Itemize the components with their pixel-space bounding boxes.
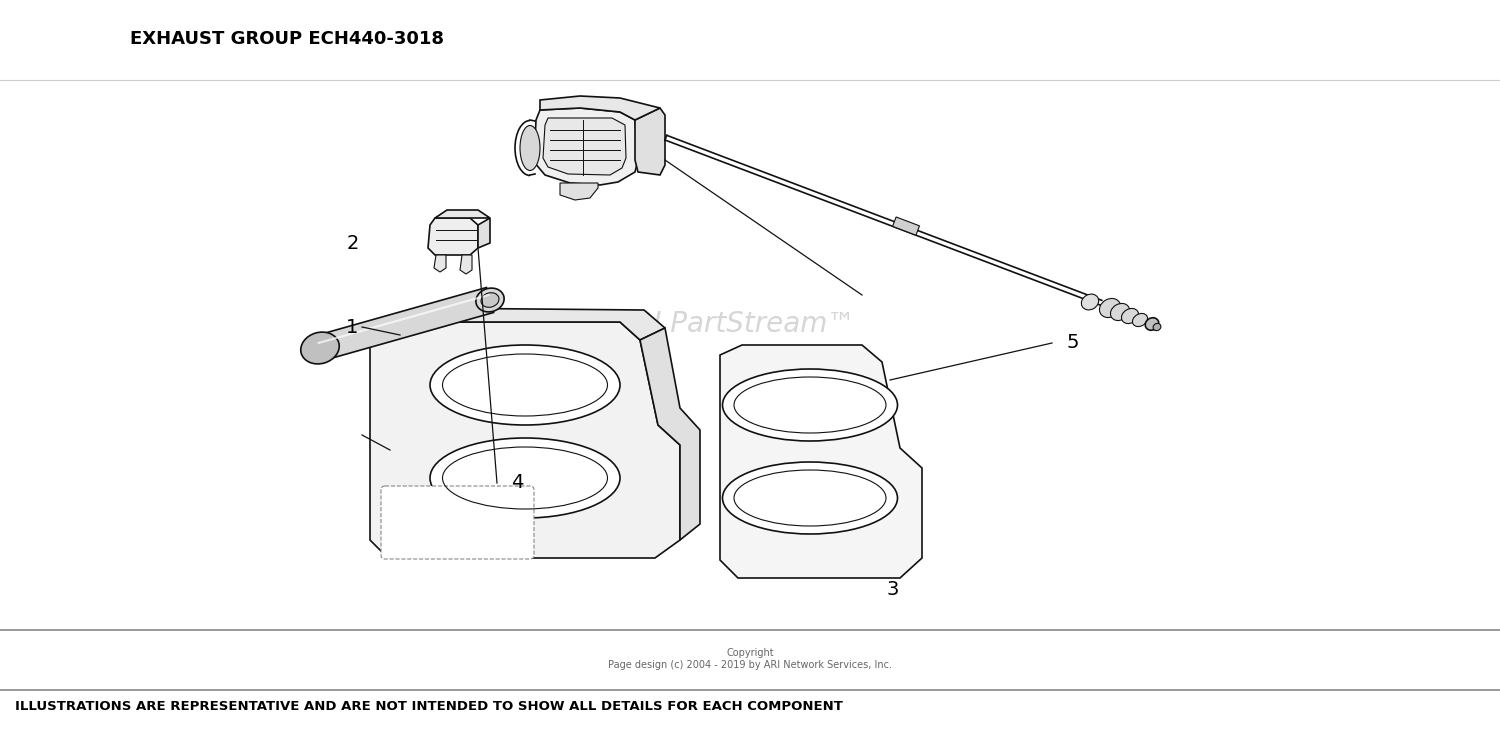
Text: 5: 5 xyxy=(1066,333,1078,352)
Text: ILLUSTRATIONS ARE REPRESENTATIVE AND ARE NOT INTENDED TO SHOW ALL DETAILS FOR EA: ILLUSTRATIONS ARE REPRESENTATIVE AND ARE… xyxy=(15,700,843,713)
Polygon shape xyxy=(640,328,700,540)
Text: Copyright: Copyright xyxy=(726,648,774,658)
Ellipse shape xyxy=(1132,313,1148,326)
Ellipse shape xyxy=(520,125,540,170)
Ellipse shape xyxy=(482,293,500,307)
Polygon shape xyxy=(540,96,660,120)
Ellipse shape xyxy=(1122,309,1138,324)
Polygon shape xyxy=(478,218,490,248)
Text: ARI PartStream™: ARI PartStream™ xyxy=(615,310,855,338)
Polygon shape xyxy=(316,287,494,360)
Ellipse shape xyxy=(476,288,504,312)
FancyBboxPatch shape xyxy=(381,486,534,559)
Polygon shape xyxy=(460,255,472,274)
Ellipse shape xyxy=(723,462,897,534)
Polygon shape xyxy=(892,217,920,235)
Polygon shape xyxy=(720,345,922,578)
Ellipse shape xyxy=(723,369,897,441)
Ellipse shape xyxy=(1154,324,1161,331)
Polygon shape xyxy=(427,218,478,255)
Text: Page design (c) 2004 - 2019 by ARI Network Services, Inc.: Page design (c) 2004 - 2019 by ARI Netwo… xyxy=(608,660,892,670)
Polygon shape xyxy=(534,108,638,185)
Polygon shape xyxy=(433,255,445,272)
Polygon shape xyxy=(634,108,664,175)
Ellipse shape xyxy=(1100,298,1120,318)
Text: 4: 4 xyxy=(512,473,524,492)
Polygon shape xyxy=(435,210,490,218)
Text: 3: 3 xyxy=(886,580,898,599)
Text: 2: 2 xyxy=(346,234,358,253)
Ellipse shape xyxy=(1110,304,1130,321)
Ellipse shape xyxy=(430,345,620,425)
Text: EXHAUST GROUP ECH440-3018: EXHAUST GROUP ECH440-3018 xyxy=(130,30,444,48)
Polygon shape xyxy=(370,322,680,558)
Text: 1: 1 xyxy=(346,318,358,338)
Ellipse shape xyxy=(1144,318,1160,330)
Polygon shape xyxy=(543,118,626,175)
Ellipse shape xyxy=(302,332,339,364)
Polygon shape xyxy=(370,308,664,340)
Ellipse shape xyxy=(430,438,620,518)
Polygon shape xyxy=(560,183,598,200)
Ellipse shape xyxy=(1082,294,1098,310)
